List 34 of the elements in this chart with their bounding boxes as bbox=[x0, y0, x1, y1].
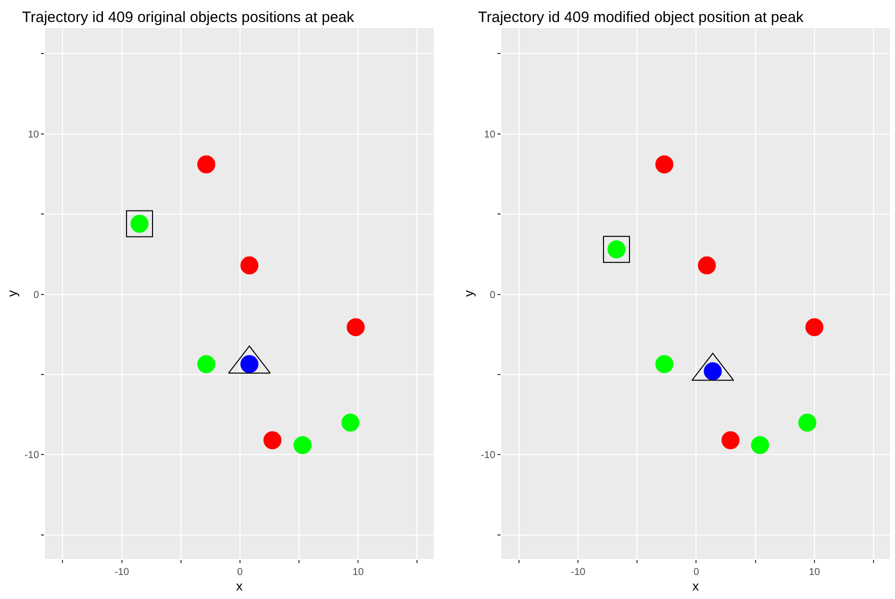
y-tick-label: 10 bbox=[484, 129, 496, 140]
chart-title: Trajectory id 409 original objects positions at peak bbox=[22, 9, 355, 26]
point bbox=[655, 355, 674, 374]
x-tick-label: -10 bbox=[570, 567, 586, 578]
point bbox=[602, 236, 630, 263]
point bbox=[197, 355, 216, 374]
y-tick-label: 0 bbox=[33, 290, 40, 301]
y-tick-label: 10 bbox=[28, 129, 40, 140]
point bbox=[722, 431, 740, 450]
y-axis-title: y bbox=[460, 290, 476, 297]
point bbox=[294, 436, 312, 454]
x-tick-label: 0 bbox=[693, 567, 700, 578]
point bbox=[346, 318, 365, 336]
point bbox=[698, 256, 716, 274]
point bbox=[798, 414, 816, 432]
point bbox=[341, 414, 360, 432]
point bbox=[263, 431, 282, 450]
y-axis-title: y bbox=[4, 290, 20, 297]
point bbox=[126, 210, 154, 238]
x-axis-title: x bbox=[692, 578, 700, 594]
x-tick-label: 10 bbox=[808, 567, 820, 578]
y-tick-label: -10 bbox=[24, 450, 40, 462]
chart-title: Trajectory id 409 modified object position at peak bbox=[478, 9, 804, 26]
y-tick-label: -10 bbox=[480, 450, 496, 462]
point bbox=[655, 155, 674, 174]
x-tick-label: -10 bbox=[114, 567, 130, 578]
x-axis-title: x bbox=[236, 578, 244, 594]
point bbox=[197, 155, 216, 174]
x-tick-label: 0 bbox=[237, 567, 244, 578]
point bbox=[751, 436, 770, 454]
point bbox=[240, 256, 258, 274]
x-tick-label: 10 bbox=[352, 567, 364, 578]
y-tick-label: 0 bbox=[490, 290, 496, 301]
point bbox=[805, 318, 824, 336]
